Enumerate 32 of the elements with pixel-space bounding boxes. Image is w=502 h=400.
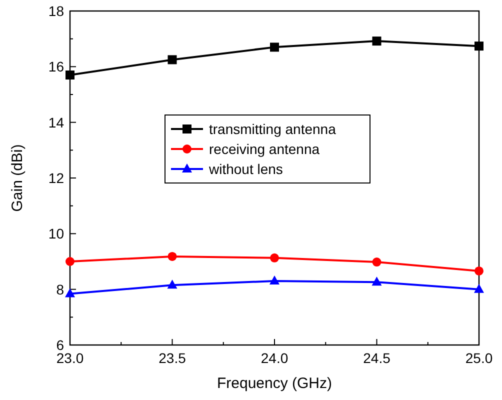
point xyxy=(167,280,178,289)
point xyxy=(66,70,74,80)
point xyxy=(270,42,279,52)
point xyxy=(474,284,484,293)
point xyxy=(270,253,279,262)
x-tick-label: 24.0 xyxy=(260,350,288,366)
x-axis-title: Frequency (GHz) xyxy=(216,375,332,392)
point xyxy=(168,252,177,261)
y-tick-label: 8 xyxy=(56,281,64,298)
x-tick-label: 24.5 xyxy=(363,350,391,366)
point xyxy=(270,275,280,284)
point xyxy=(474,266,484,276)
x-tick-label: 25.0 xyxy=(465,350,493,366)
point xyxy=(65,288,75,298)
point xyxy=(372,258,382,267)
x-tick-label: 23.5 xyxy=(158,350,186,366)
y-tick-label: 18 xyxy=(48,3,64,19)
legend-label: without lens xyxy=(208,161,283,177)
point xyxy=(372,36,382,46)
legend-label: transmitting antenna xyxy=(209,121,336,137)
y-tick-label: 10 xyxy=(48,226,64,242)
y-tick-label: 6 xyxy=(56,337,64,353)
legend-label: receiving antenna xyxy=(209,141,320,157)
point xyxy=(66,257,74,266)
point xyxy=(168,55,177,64)
y-tick-label: 16 xyxy=(48,58,64,75)
y-tick-label: 12 xyxy=(48,170,64,186)
point xyxy=(474,42,484,51)
y-tick-label: 14 xyxy=(48,114,64,130)
point xyxy=(372,276,382,286)
x-tick-label: 23.0 xyxy=(56,350,84,366)
y-axis-title: Gain (dBi) xyxy=(9,144,26,212)
